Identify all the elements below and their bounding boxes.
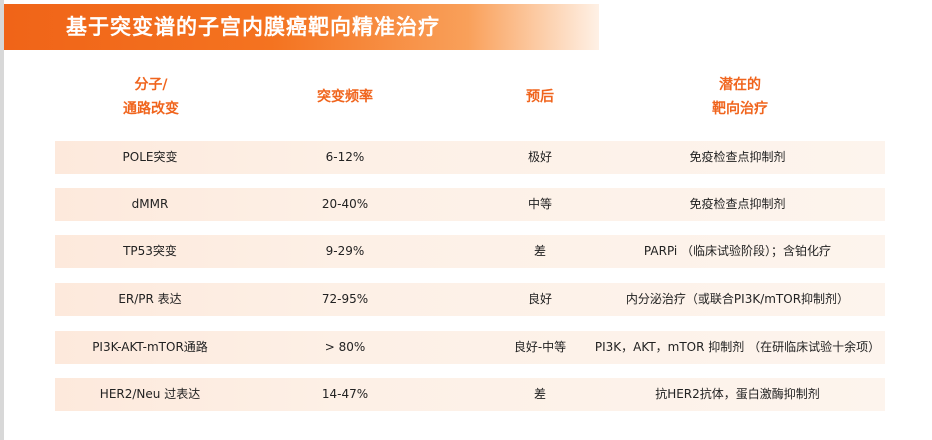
header-therapy-line1: 潜在的 [719,77,761,93]
frequency-cell: 14-47% [321,387,369,401]
prognosis-cell: 差 [533,387,546,401]
therapy-cell: PI3K，AKT，mTOR 抑制剂 （在研临床试验十余项） [594,340,881,354]
header-prognosis-label: 预后 [526,89,554,105]
therapy-cell: 抗HER2抗体，蛋白激酶抑制剂 [655,387,820,401]
table-row: ER/PR 表达 72-95% 良好 内分泌治疗（或联合PI3K/mTOR抑制剂… [55,283,885,316]
therapy-cell: 免疫检查点抑制剂 [689,197,786,211]
frequency-cell: 6-12% [325,150,365,164]
table-row: TP53突变 9-29% 差 PARPi （临床试验阶段）；含铂化疗 [55,235,885,268]
alteration-cell: HER2/Neu 过表达 [99,387,201,401]
alteration-cell: POLE突变 [122,150,178,164]
header-therapy: 潜在的 靶向治疗 [650,70,830,124]
therapy-cell: 内分泌治疗（或联合PI3K/mTOR抑制剂） [625,292,850,306]
frequency-cell: 9-29% [325,244,365,258]
therapy-cell: PARPi （临床试验阶段）；含铂化疗 [643,244,832,258]
title-banner: 基于突变谱的子宫内膜癌靶向精准治疗 [4,4,599,50]
frequency-cell: > 80% [324,340,366,354]
table-row: POLE突变 6-12% 极好 免疫检查点抑制剂 [55,141,885,174]
header-frequency: 突变频率 [280,70,410,124]
header-molecule-line2: 通路改变 [123,101,179,117]
frequency-cell: 20-40% [321,197,369,211]
alteration-cell: PI3K-AKT-mTOR通路 [92,340,208,354]
alteration-cell: dMMR [131,197,169,211]
prognosis-cell: 极好 [527,150,552,164]
frequency-cell: 72-95% [321,292,369,306]
table-row: HER2/Neu 过表达 14-47% 差 抗HER2抗体，蛋白激酶抑制剂 [55,378,885,411]
header-frequency-label: 突变频率 [317,89,373,105]
table-row: PI3K-AKT-mTOR通路 > 80% 良好-中等 PI3K，AKT，mTO… [55,331,885,364]
header-prognosis: 预后 [480,70,600,124]
header-therapy-line2: 靶向治疗 [712,101,768,117]
table-row: dMMR 20-40% 中等 免疫检查点抑制剂 [55,188,885,221]
therapy-cell: 免疫检查点抑制剂 [689,150,786,164]
prognosis-cell: 中等 [527,197,552,211]
left-edge-rule [0,0,4,440]
alteration-cell: TP53突变 [123,244,177,258]
prognosis-cell: 良好-中等 [513,340,567,354]
prognosis-cell: 良好 [527,292,552,306]
prognosis-cell: 差 [533,244,546,258]
header-molecule-line1: 分子/ [134,77,168,93]
page-title: 基于突变谱的子宫内膜癌靶向精准治疗 [66,15,440,39]
header-molecule: 分子/ 通路改变 [96,70,206,124]
alteration-cell: ER/PR 表达 [118,292,182,306]
